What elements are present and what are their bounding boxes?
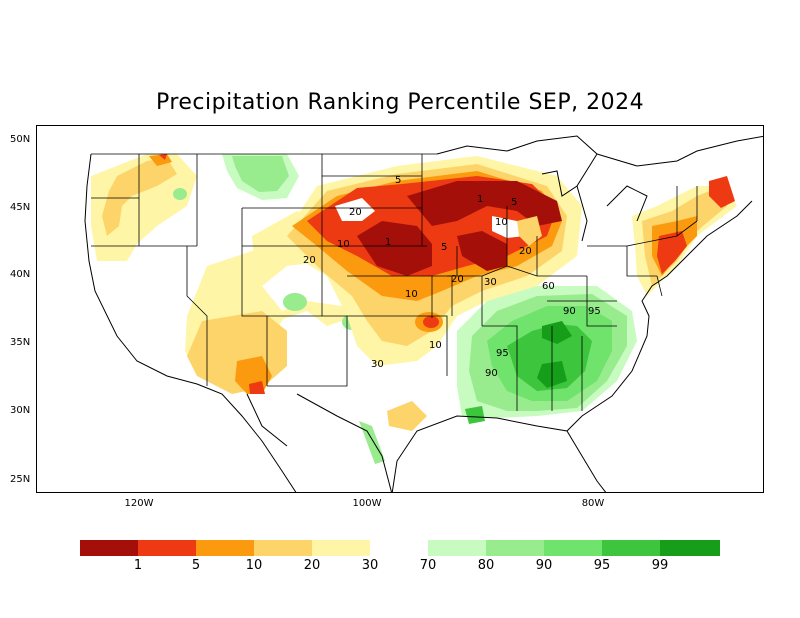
wet-spot-texas-coast <box>359 421 385 464</box>
lat-label-35n: 35N <box>10 337 31 348</box>
lat-label-45n: 45N <box>10 202 31 213</box>
contour-label-30-tx: 30 <box>371 359 384 370</box>
wet-spot-utah <box>283 293 307 311</box>
contour-label-1-ia: 1 <box>385 237 391 248</box>
legend-swatch-5 <box>138 540 196 556</box>
map-svg: 5 20 10 1 1 5 10 5 20 20 20 30 10 10 10 … <box>84 135 763 492</box>
dry-spot-texas <box>387 401 427 431</box>
lat-label-50n: 50N <box>10 134 31 145</box>
legend-swatch-1 <box>80 540 138 556</box>
state-borders <box>91 153 698 411</box>
legend-swatch-80 <box>486 540 544 556</box>
wet-region-southeast-95 <box>507 324 592 391</box>
legend-label-10: 10 <box>245 558 263 573</box>
normal-pocket-sd <box>335 198 375 221</box>
normal-pocket-mi-2 <box>517 216 542 246</box>
contour-label-10-ks2: 10 <box>405 289 418 300</box>
legend-swatch-10 <box>196 540 254 556</box>
dry-region-northeast-red <box>657 231 687 274</box>
legend-label-30: 30 <box>361 558 379 573</box>
wet-region-southeast-99 <box>542 321 572 344</box>
lon-label-120w: 120W <box>124 498 154 509</box>
dry-region-maine <box>709 176 735 208</box>
legend-label-70: 70 <box>419 558 437 573</box>
contour-label-90-tn: 90 <box>563 306 576 317</box>
dry-spot-oklahoma-red <box>423 316 439 328</box>
legend-label-80: 80 <box>477 558 495 573</box>
map-title: Precipitation Ranking Percentile SEP, 20… <box>155 90 645 115</box>
lat-label-25n: 25N <box>10 474 31 485</box>
legend-swatch-99 <box>660 540 720 556</box>
wet-region-montana-inner <box>232 156 289 192</box>
wet-spot-idaho <box>173 188 187 200</box>
contour-label-10-ok: 10 <box>429 340 442 351</box>
contour-label-30-ky: 30 <box>484 277 497 288</box>
legend-label-95: 95 <box>593 558 611 573</box>
legend-swatch-70 <box>428 540 486 556</box>
lat-label-40n: 40N <box>10 269 31 280</box>
legend-swatch-90 <box>544 540 602 556</box>
contour-label-5-il: 5 <box>441 242 447 253</box>
contour-label-90-ms: 90 <box>485 368 498 379</box>
contour-label-20-ks: 20 <box>303 255 316 266</box>
dry-spot-southwest-red <box>249 381 265 394</box>
contour-label-10-ne: 10 <box>337 239 350 250</box>
dry-region-plains-darkred-3 <box>457 231 507 271</box>
contour-label-10-mi: 10 <box>495 217 508 228</box>
dry-spot-nw-red <box>159 154 167 160</box>
legend-label-90: 90 <box>535 558 553 573</box>
contour-label-1-mn: 1 <box>477 194 483 205</box>
contour-label-20-oh: 20 <box>519 246 532 257</box>
contour-label-60-va: 60 <box>542 281 555 292</box>
dry-region-west-inner <box>102 158 177 236</box>
contour-label-20-mo: 20 <box>451 274 464 285</box>
contour-label-20-sd: 20 <box>349 207 362 218</box>
coastlines <box>84 135 763 492</box>
dry-region-plains-darkred-2 <box>407 181 562 226</box>
contour-label-95-al: 95 <box>496 348 509 359</box>
wet-spot-gulf <box>465 406 485 424</box>
contour-label-5-nd: 5 <box>395 175 401 186</box>
legend-label-99: 99 <box>651 558 669 573</box>
legend-label-5: 5 <box>191 558 201 573</box>
legend-label-1: 1 <box>133 558 143 573</box>
contour-label-5-wi: 5 <box>511 197 517 208</box>
normal-pocket-mi <box>492 216 525 238</box>
legend-label-20: 20 <box>303 558 321 573</box>
contour-label-95-nc: 95 <box>588 306 601 317</box>
lon-label-100w: 100W <box>352 498 382 509</box>
dry-spot-nw <box>149 154 172 166</box>
lon-label-80w: 80W <box>581 498 605 509</box>
legend-swatch-95 <box>602 540 660 556</box>
precipitation-map: 5 20 10 1 1 5 10 5 20 20 20 30 10 10 10 … <box>36 125 764 493</box>
dry-region-plains-darkred-1 <box>357 221 432 276</box>
legend-swatch-30 <box>312 540 370 556</box>
legend-swatch-20 <box>254 540 312 556</box>
lat-label-30n: 30N <box>10 405 31 416</box>
contour-labels: 5 20 10 1 1 5 10 5 20 20 20 30 10 10 10 … <box>303 175 601 379</box>
